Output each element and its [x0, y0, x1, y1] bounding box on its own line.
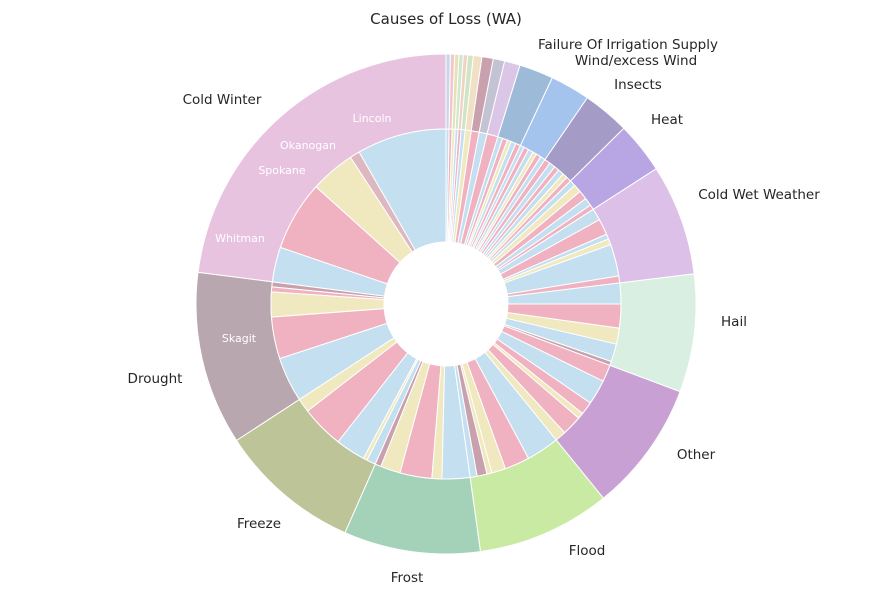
inner-label-whitman: Whitman — [215, 232, 265, 245]
chart-title: Causes of Loss (WA) — [370, 10, 522, 28]
outer-label-wind-excess-wind: Wind/excess Wind — [575, 53, 697, 69]
outer-label-other: Other — [677, 447, 716, 463]
outer-label-frost: Frost — [391, 570, 424, 586]
outer-slice-minor-21 — [445, 53, 451, 130]
outer-label-drought: Drought — [128, 371, 183, 387]
outer-label-cold-wet-weather: Cold Wet Weather — [698, 187, 820, 203]
outer-label-insects: Insects — [614, 77, 662, 93]
inner-label-spokane: Spokane — [258, 164, 306, 177]
outer-label-flood: Flood — [569, 543, 606, 559]
outer-label-failure-of-irrigation-supply: Failure Of Irrigation Supply — [538, 37, 718, 53]
inner-slice-21-0 — [445, 128, 450, 243]
inner-label-lincoln: Lincoln — [353, 112, 392, 125]
inner-label-okanogan: Okanogan — [280, 139, 336, 152]
outer-label-heat: Heat — [651, 112, 683, 128]
outer-label-hail: Hail — [721, 314, 747, 330]
outer-label-cold-winter: Cold Winter — [183, 92, 262, 108]
inner-label-skagit: Skagit — [222, 332, 257, 345]
outer-label-freeze: Freeze — [237, 516, 281, 532]
